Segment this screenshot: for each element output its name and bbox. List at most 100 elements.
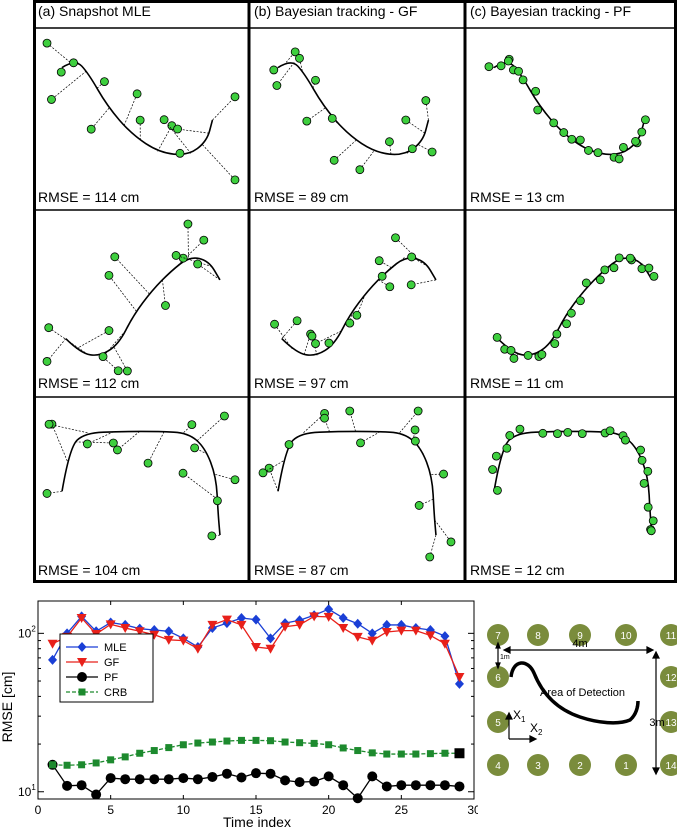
estimate-error-line xyxy=(163,119,192,154)
estimate-point xyxy=(230,175,240,185)
estimate-point xyxy=(173,124,182,134)
series-point-crb xyxy=(194,739,202,747)
estimate-point xyxy=(493,485,502,495)
sensor-label-10: 10 xyxy=(620,631,632,642)
series-point-crb xyxy=(281,738,289,746)
estimate-point xyxy=(407,252,417,262)
series-point-pf xyxy=(439,780,450,791)
sensor-layout-diagram: 7 8 9 10 11 6 12 5 13 4 3 2 1 14 4m 3m 1m Area of Det… xyxy=(487,624,677,776)
estimate-point xyxy=(514,66,523,76)
sensor-label-2: 2 xyxy=(577,761,583,772)
estimate-point xyxy=(609,263,619,273)
estimate-point xyxy=(538,428,548,438)
series-point-pf xyxy=(265,768,276,779)
series-point-pf xyxy=(454,781,465,792)
estimate-point xyxy=(643,466,653,476)
series-point-pf xyxy=(207,771,218,782)
true-trajectory xyxy=(61,430,221,536)
rmse-label: RMSE = 104 cm xyxy=(38,562,141,578)
series-point-mle xyxy=(251,614,261,625)
true-trajectory xyxy=(61,62,214,156)
crb-last-point xyxy=(454,748,465,759)
estimate-point xyxy=(595,275,605,285)
estimate-point xyxy=(385,137,394,147)
estimate-point xyxy=(593,148,603,158)
series-point-pf xyxy=(178,773,189,784)
estimate-point xyxy=(401,115,411,125)
sensor-label-8: 8 xyxy=(535,631,541,642)
sensor-node-5 xyxy=(487,711,509,733)
estimate-error-line xyxy=(177,128,210,134)
estimate-point xyxy=(86,124,96,134)
series-point-pf xyxy=(105,773,116,784)
sensor-node-8 xyxy=(527,624,549,646)
estimate-point xyxy=(295,53,304,63)
estimate-error-line xyxy=(51,423,68,462)
estimate-point xyxy=(110,252,120,262)
estimate-point xyxy=(311,75,320,85)
estimate-point xyxy=(290,47,300,57)
dimension-4m-label: 4m xyxy=(572,638,587,650)
estimate-error-line xyxy=(175,255,213,267)
series-point-crb xyxy=(397,750,405,758)
tracking-panels-grid: (a) Snapshot MLE (b) Bayesian tracking -… xyxy=(33,0,677,583)
rmse-label: RMSE = 114 cm xyxy=(38,189,140,205)
chart-legend: MLE GF PF CRB xyxy=(59,633,154,703)
estimate-error-line xyxy=(90,107,110,130)
estimate-error-line xyxy=(212,96,236,121)
estimate-point xyxy=(559,128,569,137)
estimate-point xyxy=(284,440,294,449)
legend-box xyxy=(59,633,154,703)
series-point-gf xyxy=(221,615,232,625)
series-point-pf xyxy=(120,774,131,785)
estimate-point xyxy=(523,351,533,360)
estimate-point xyxy=(503,56,513,66)
estimate-point xyxy=(605,426,615,436)
sensor-node-9 xyxy=(569,624,591,646)
y-axis-label: RMSE [cm] xyxy=(0,672,15,743)
estimate-point xyxy=(533,105,543,115)
sensor-node-3 xyxy=(527,754,549,776)
estimate-error-line xyxy=(434,519,452,543)
estimate-point xyxy=(575,135,585,145)
rmse-label: RMSE = 97 cm xyxy=(254,375,349,391)
sensor-label-14: 14 xyxy=(665,761,677,772)
sensor-node-7 xyxy=(487,624,509,646)
series-point-crb xyxy=(208,738,216,746)
rmse-label: RMSE = 89 cm xyxy=(254,189,349,205)
estimate-point xyxy=(292,316,302,326)
series-point-gf xyxy=(163,635,174,645)
series-point-crb xyxy=(223,737,231,745)
series-point-crb xyxy=(325,741,333,749)
estimate-point xyxy=(407,144,417,154)
estimate-point xyxy=(171,251,181,260)
series-point-gf xyxy=(236,620,247,630)
sensor-label-9: 9 xyxy=(577,631,583,642)
estimate-error-line xyxy=(315,330,342,344)
estimate-point xyxy=(641,115,650,125)
estimate-point xyxy=(446,537,456,547)
estimate-point xyxy=(505,431,515,440)
estimate-error-line xyxy=(381,257,405,277)
series-point-gf xyxy=(454,673,465,683)
true-trajectory xyxy=(277,430,437,536)
sensor-node-4 xyxy=(487,754,509,776)
estimate-point xyxy=(427,147,437,157)
estimate-point xyxy=(345,318,355,328)
series-point-pf xyxy=(352,793,363,804)
estimate-point xyxy=(649,271,659,281)
legend-label-crb: CRB xyxy=(104,687,127,699)
sensor-node-12 xyxy=(660,666,677,688)
legend-marker xyxy=(77,672,87,682)
estimate-point xyxy=(272,81,282,90)
area-of-detection-label: Area of Detection xyxy=(540,687,625,699)
estimate-point xyxy=(44,323,54,333)
series-point-gf xyxy=(265,644,276,654)
estimate-point xyxy=(207,531,217,541)
estimate-point xyxy=(646,526,656,536)
estimate-point xyxy=(553,429,562,439)
series-point-mle xyxy=(324,604,334,615)
series-point-pf xyxy=(410,780,421,791)
estimate-error-line xyxy=(157,125,173,152)
chart-lines xyxy=(47,604,465,804)
